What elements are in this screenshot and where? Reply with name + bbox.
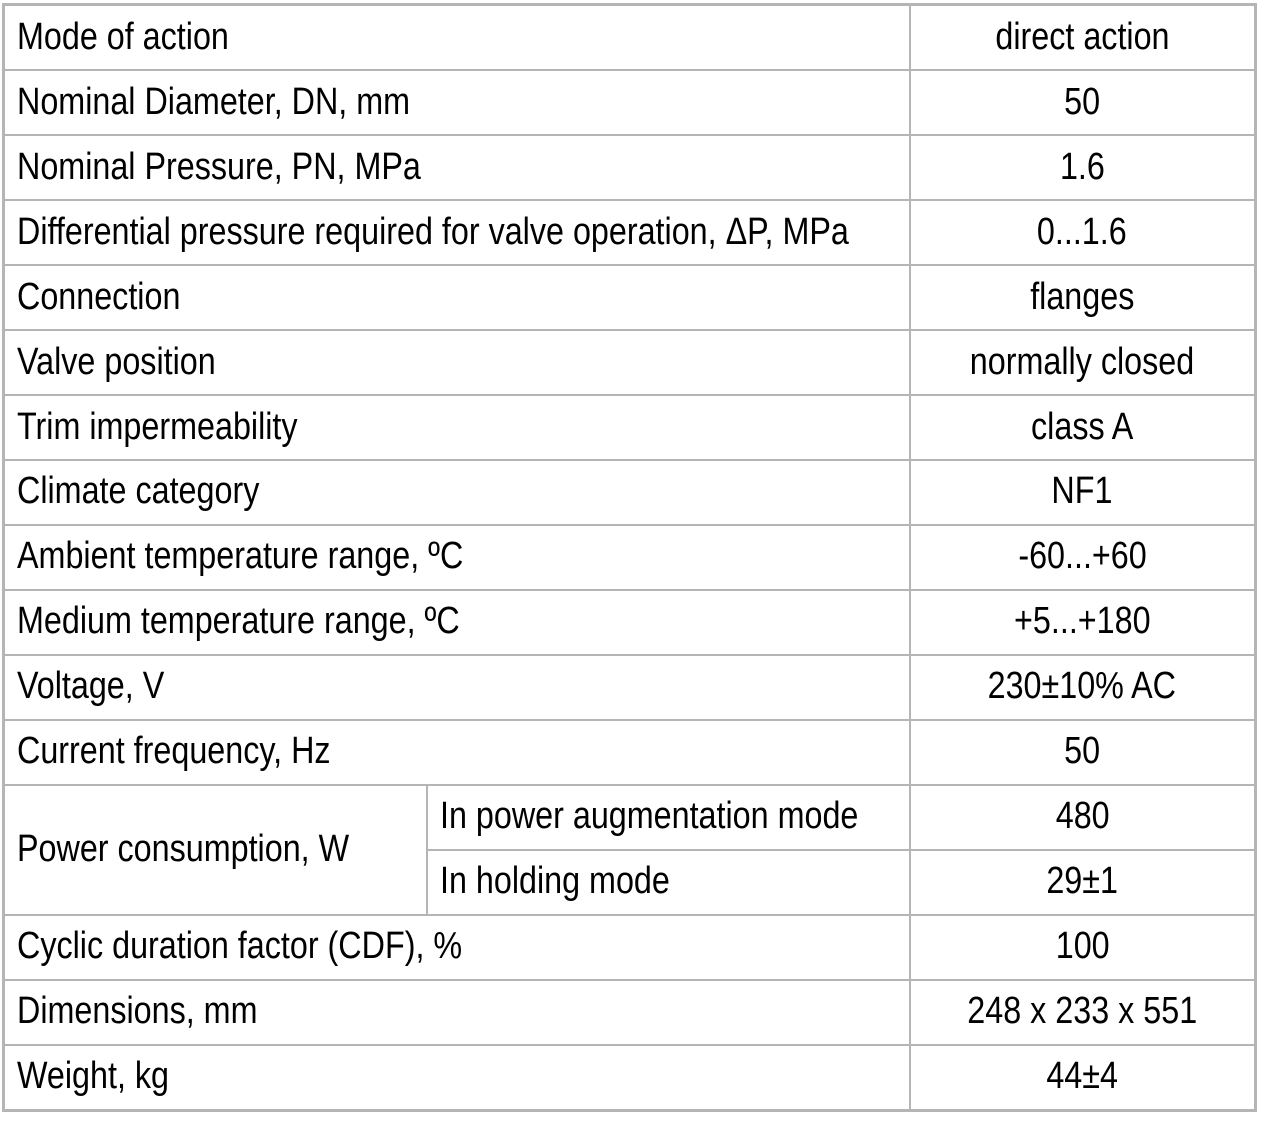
spec-label-cell: Weight, kg — [2, 1043, 911, 1112]
spec-value-cell: class A — [908, 394, 1257, 461]
spec-label-cell: Trim impermeability — [2, 394, 911, 461]
spec-sublabel-cell: In holding mode — [425, 848, 911, 916]
spec-label: Mode of action — [17, 15, 229, 58]
table-row: Dimensions, mm 248 x 233 x 551 — [2, 978, 1257, 1046]
spec-table: Mode of action direct action Nominal Dia… — [2, 3, 1258, 1112]
spec-label: Medium temperature range, ºC — [17, 600, 460, 643]
table-row: Mode of action direct action — [2, 3, 1257, 72]
table-row: Connection flanges — [2, 264, 1257, 332]
table-row-power-augmentation: Power consumption, W In power augmentati… — [2, 783, 1257, 916]
table-row: Nominal Pressure, PN, MPa 1.6 — [2, 134, 1257, 202]
spec-label-cell: Voltage, V — [2, 653, 911, 721]
spec-label-cell: Mode of action — [2, 3, 911, 72]
table-row: Medium temperature range, ºC +5...+180 — [2, 588, 1257, 656]
spec-value-cell: 248 x 233 x 551 — [908, 978, 1257, 1046]
spec-label: Cyclic duration factor (CDF), % — [17, 925, 463, 968]
spec-value: flanges — [1030, 275, 1135, 318]
spec-value: class A — [1031, 405, 1134, 448]
spec-value: 230±10% AC — [988, 665, 1177, 708]
spec-value-cell: 50 — [908, 69, 1257, 137]
spec-value: 50 — [1064, 80, 1101, 123]
spec-label: Ambient temperature range, ºC — [17, 535, 464, 578]
spec-value: 0...1.6 — [1037, 210, 1128, 253]
spec-value: direct action — [995, 15, 1170, 58]
spec-label-cell: Differential pressure required for valve… — [2, 199, 911, 267]
table-row: Differential pressure required for valve… — [2, 199, 1257, 267]
spec-label-cell: Connection — [2, 264, 911, 332]
spec-value-cell: 230±10% AC — [908, 653, 1257, 721]
spec-value-cell: 480 — [908, 783, 1257, 851]
spec-label: Power consumption, W — [17, 827, 350, 870]
spec-value: 248 x 233 x 551 — [967, 990, 1198, 1033]
spec-label: Nominal Pressure, PN, MPa — [17, 145, 421, 188]
spec-value: 1.6 — [1059, 145, 1105, 188]
spec-value: -60...+60 — [1018, 535, 1147, 578]
spec-value-cell: 0...1.6 — [908, 199, 1257, 267]
spec-value-cell: NF1 — [908, 458, 1257, 526]
spec-value-cell: 100 — [908, 913, 1257, 981]
spec-label: Differential pressure required for valve… — [17, 210, 849, 253]
spec-label-cell: Cyclic duration factor (CDF), % — [2, 913, 911, 981]
spec-label: Trim impermeability — [17, 405, 298, 448]
spec-label-cell: Valve position — [2, 329, 911, 396]
spec-value: 29±1 — [1046, 860, 1119, 903]
spec-label: Climate category — [17, 470, 260, 513]
spec-value-cell: direct action — [908, 3, 1257, 72]
spec-value: 50 — [1064, 730, 1101, 773]
spec-label: Current frequency, Hz — [17, 730, 331, 773]
table-row: Weight, kg 44±4 — [2, 1043, 1257, 1112]
spec-sublabel: In power augmentation mode — [439, 795, 858, 838]
spec-label: Dimensions, mm — [17, 990, 258, 1033]
spec-label-cell: Current frequency, Hz — [2, 718, 911, 786]
spec-value: NF1 — [1051, 470, 1113, 513]
spec-value-cell: +5...+180 — [908, 588, 1257, 656]
spec-value: 480 — [1055, 795, 1110, 838]
table-row: Current frequency, Hz 50 — [2, 718, 1257, 786]
spec-label-cell: Dimensions, mm — [2, 978, 911, 1046]
table-row: Ambient temperature range, ºC -60...+60 — [2, 523, 1257, 591]
spec-label-cell: Ambient temperature range, ºC — [2, 523, 911, 591]
spec-sublabel-cell: In power augmentation mode — [425, 783, 911, 851]
spec-value-cell: -60...+60 — [908, 523, 1257, 591]
spec-label: Valve position — [17, 340, 216, 383]
spec-value: +5...+180 — [1014, 600, 1151, 643]
spec-value-cell: 29±1 — [908, 848, 1257, 916]
spec-value: normally closed — [970, 340, 1195, 383]
spec-label: Weight, kg — [17, 1055, 170, 1098]
table-row: Climate category NF1 — [2, 458, 1257, 526]
table-row: Voltage, V 230±10% AC — [2, 653, 1257, 721]
spec-label-cell-power-group: Power consumption, W — [2, 783, 428, 916]
spec-label: Voltage, V — [17, 665, 165, 708]
table-row: Trim impermeability class A — [2, 394, 1257, 461]
spec-label-cell: Medium temperature range, ºC — [2, 588, 911, 656]
spec-value-cell: 50 — [908, 718, 1257, 786]
spec-value-cell: 1.6 — [908, 134, 1257, 202]
spec-value: 44±4 — [1046, 1055, 1119, 1098]
table-row: Valve position normally closed — [2, 329, 1257, 396]
spec-label-cell: Climate category — [2, 458, 911, 526]
table-row: Cyclic duration factor (CDF), % 100 — [2, 913, 1257, 981]
spec-label: Connection — [17, 275, 181, 318]
spec-value-cell: flanges — [908, 264, 1257, 332]
spec-sublabel: In holding mode — [439, 860, 670, 903]
spec-value-cell: normally closed — [908, 329, 1257, 396]
table-row: Nominal Diameter, DN, mm 50 — [2, 69, 1257, 137]
spec-value-cell: 44±4 — [908, 1043, 1257, 1112]
spec-value: 100 — [1055, 925, 1110, 968]
spec-label-cell: Nominal Diameter, DN, mm — [2, 69, 911, 137]
spec-label: Nominal Diameter, DN, mm — [17, 80, 411, 123]
table-row-power-holding: In holding mode 29±1 — [4, 848, 1257, 916]
spec-label-cell: Nominal Pressure, PN, MPa — [2, 134, 911, 202]
